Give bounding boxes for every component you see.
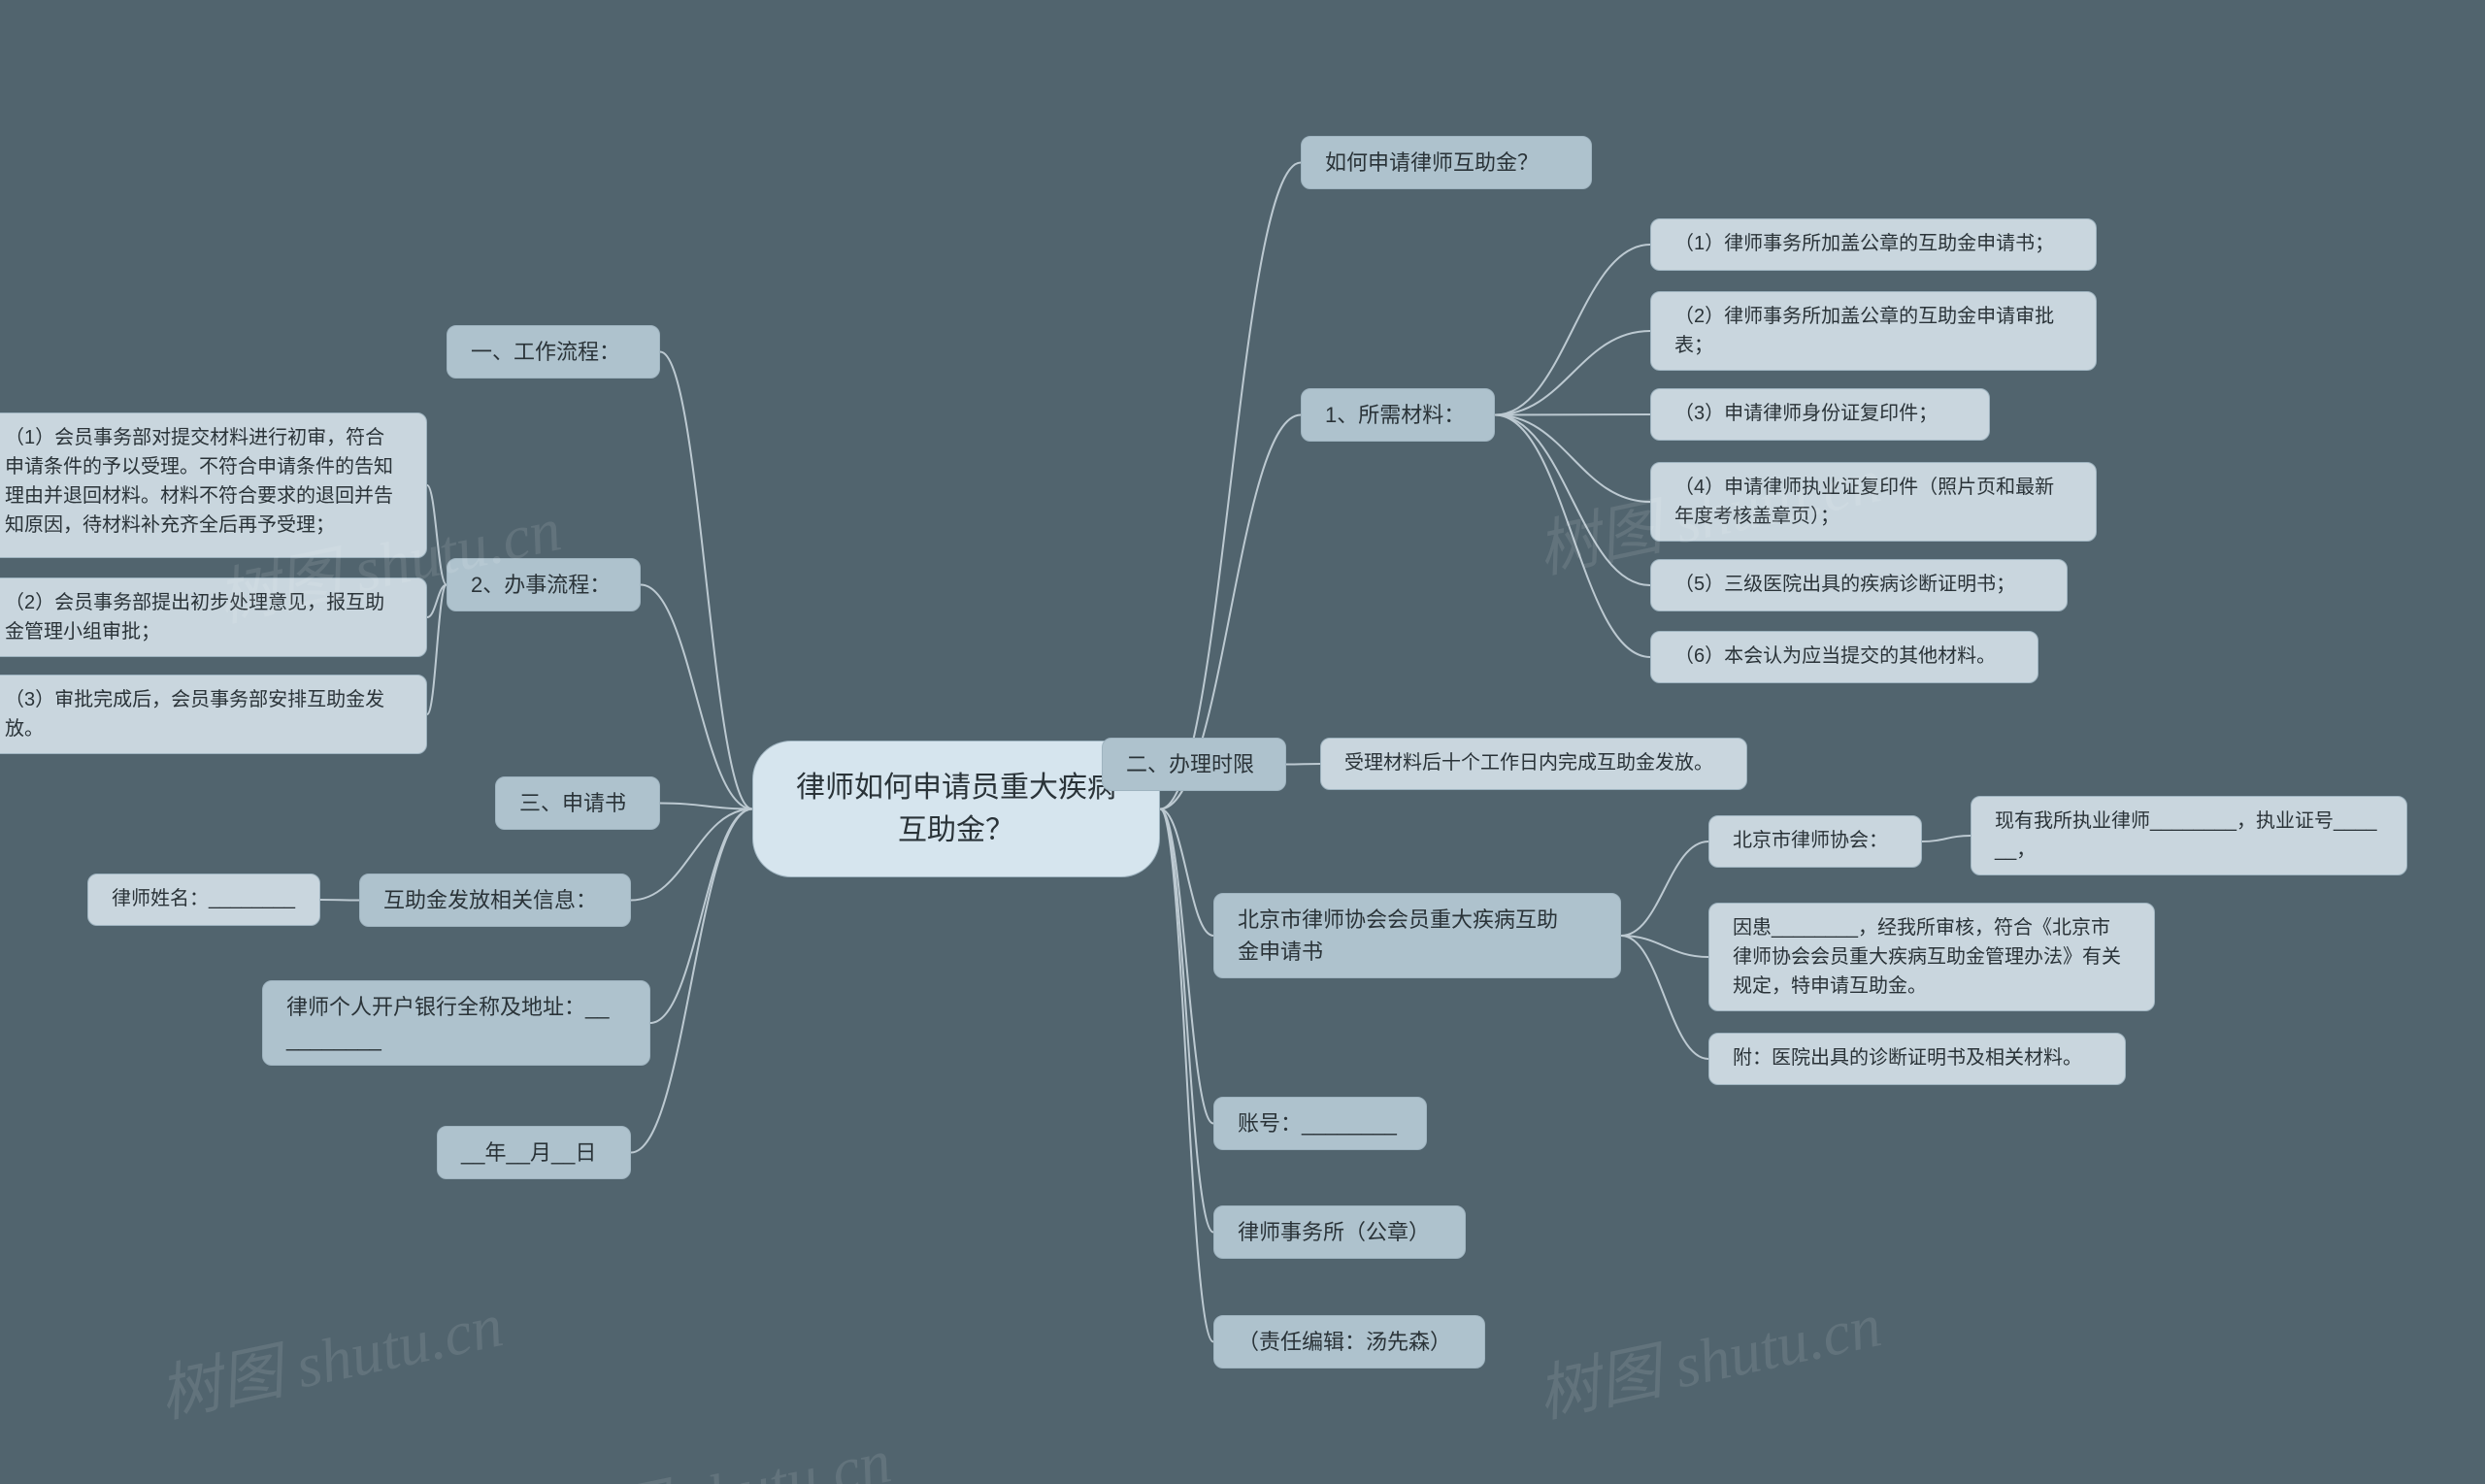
mindmap-node: 律师事务所（公章） [1213,1205,1466,1259]
mindmap-node: （责任编辑：汤先森） [1213,1315,1485,1369]
mindmap-node: 账号：________ [1213,1097,1427,1150]
mindmap-node: 1、所需材料： [1301,388,1495,442]
mindmap-node: 三、申请书 [495,776,660,830]
mindmap-node: （6）本会认为应当提交的其他材料。 [1650,631,2038,683]
mindmap-node: 北京市律师协会会员重大疾病互助 金申请书 [1213,893,1621,978]
mindmap-node: （3）审批完成后，会员事务部安排互助金发 放。 [0,675,427,754]
mindmap-node: 因患________，经我所审核，符合《北京市 律师协会会员重大疾病互助金管理办… [1708,903,2155,1011]
mindmap-center: 律师如何申请员重大疾病 互助金？ [752,741,1160,877]
mindmap-node: 一、工作流程： [447,325,660,379]
mindmap-node: 受理材料后十个工作日内完成互助金发放。 [1320,738,1747,790]
mindmap-node: （1）律师事务所加盖公章的互助金申请书； [1650,218,2097,271]
mindmap-node: 现有我所执业律师________，执业证号____ __， [1971,796,2407,875]
mindmap-node: （1）会员事务部对提交材料进行初审，符合 申请条件的予以受理。不符合申请条件的告… [0,412,427,558]
mindmap-node: 律师个人开户银行全称及地址：__ ________ [262,980,650,1066]
mindmap-node: 律师姓名：________ [87,874,320,926]
mindmap-node: 如何申请律师互助金？ [1301,136,1592,189]
mindmap-node: __年__月__日 [437,1126,631,1179]
mindmap-node: 互助金发放相关信息： [359,874,631,927]
mindmap-node: 二、办理时限 [1102,738,1286,791]
mindmap-node: 附：医院出具的诊断证明书及相关材料。 [1708,1033,2126,1085]
mindmap-node: （2）会员事务部提出初步处理意见，报互助 金管理小组审批； [0,577,427,657]
mindmap-node: （4）申请律师执业证复印件（照片页和最新 年度考核盖章页）； [1650,462,2097,542]
mindmap-node: 北京市律师协会： [1708,815,1922,868]
mindmap-node: （5）三级医院出具的疾病诊断证明书； [1650,559,2068,611]
mindmap-node: 2、办事流程： [447,558,641,611]
mindmap-node: （2）律师事务所加盖公章的互助金申请审批 表； [1650,291,2097,371]
mindmap-node: （3）申请律师身份证复印件； [1650,388,1990,441]
